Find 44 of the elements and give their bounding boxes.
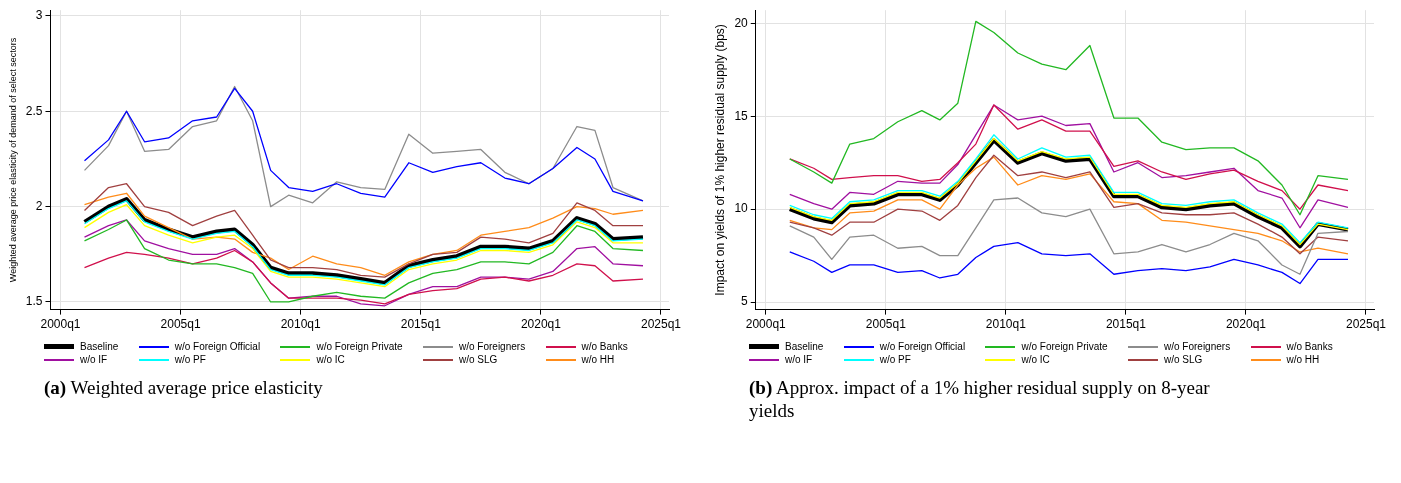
legend-label: w/o Foreign Official [174,341,261,352]
text: (a) Weighted average price elasticity [44,377,324,400]
y-axis-title: Weighted average price elasticity of demand of select sectors [7,37,18,283]
legend-label: w/o Foreigners [459,341,526,352]
x-tick-label: 2025q1 [1345,317,1387,332]
legend-label: w/o Foreign Official [879,341,966,352]
y-axis-title: Impact on yields of 1% higher residual supply (bps) [712,24,727,296]
legend-label: w/o HH [1286,354,1320,365]
legend-label: w/o SLG [1164,354,1203,365]
x-tick-label: 2000q1 [40,317,81,332]
legend-label: w/o IC [1021,354,1050,365]
legend-label: w/o Banks [1286,341,1333,352]
y-tick-label: 1.5 [25,294,43,309]
y-tick-label: 3 [35,8,43,23]
x-tick-label: 2020q1 [520,317,562,332]
x-tick-label: 2005q1 [160,317,201,332]
legend-label: w/o Foreign Private [316,341,403,352]
legend-label: w/o IF [80,354,108,365]
y-tick-label: 2 [35,198,43,213]
y-tick-label: 2.5 [25,103,43,118]
legend-label: w/o IF [785,354,813,365]
legend-label: w/o Foreign Private [1021,341,1108,352]
legend-label: Baseline [785,341,824,352]
y-tick-label: 10 [734,201,749,216]
legend-label: w/o PF [879,354,911,365]
legend-label: w/o PF [174,354,206,365]
y-tick-label: 15 [734,108,749,123]
legend-label: w/o Banks [581,341,628,352]
text: (b) Approx. impact of a 1% higher residual supply on 8-year yields [749,377,1211,423]
x-tick-label: 2010q1 [985,317,1027,332]
legend-label: Baseline [80,341,119,352]
x-tick-label: 2015q1 [400,317,442,332]
y-tick-label: 5 [741,294,749,309]
x-tick-label: 2015q1 [1105,317,1147,332]
x-tick-label: 2010q1 [280,317,322,332]
y-tick-label: 20 [734,15,749,30]
legend-label: w/o HH [581,354,615,365]
x-tick-label: 2005q1 [865,317,907,332]
x-tick-label: 2025q1 [640,317,682,332]
legend-label: w/o IC [316,354,345,365]
x-tick-label: 2020q1 [1225,317,1267,332]
legend-label: w/o SLG [459,354,498,365]
x-tick-label: 2000q1 [745,317,787,332]
legend-label: w/o Foreigners [1164,341,1231,352]
